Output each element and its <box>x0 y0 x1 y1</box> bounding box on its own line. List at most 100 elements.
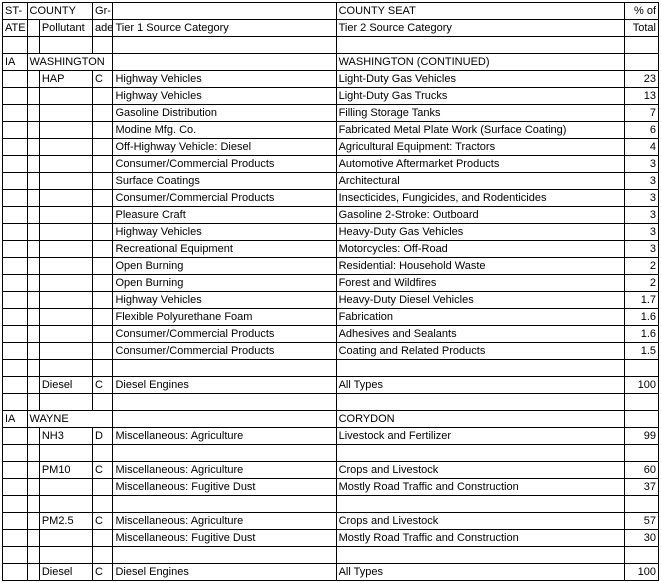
cell: Tier 1 Source Category <box>113 20 336 37</box>
cell <box>39 190 92 207</box>
cell: Consumer/Commercial Products <box>113 190 336 207</box>
cell <box>93 275 113 292</box>
cell <box>3 173 28 190</box>
cell: C <box>93 564 113 581</box>
cell <box>39 309 92 326</box>
cell <box>93 292 113 309</box>
cell: Consumer/Commercial Products <box>113 326 336 343</box>
cell <box>625 394 659 411</box>
cell <box>113 547 336 564</box>
cell <box>39 88 92 105</box>
cell <box>27 360 39 377</box>
cell: 57 <box>625 513 659 530</box>
cell <box>93 496 113 513</box>
cell <box>39 343 92 360</box>
cell <box>39 445 92 462</box>
cell <box>93 547 113 564</box>
cell <box>39 496 92 513</box>
cell <box>93 173 113 190</box>
cell <box>27 513 39 530</box>
cell <box>39 275 92 292</box>
cell: Highway Vehicles <box>113 292 336 309</box>
cell <box>3 207 28 224</box>
cell: Surface Coatings <box>113 173 336 190</box>
cell <box>625 547 659 564</box>
cell: ST- <box>3 3 28 20</box>
cell <box>3 530 28 547</box>
cell <box>113 54 336 71</box>
cell <box>27 71 39 88</box>
cell: Flexible Polyurethane Foam <box>113 309 336 326</box>
cell <box>625 445 659 462</box>
cell: Recreational Equipment <box>113 241 336 258</box>
cell: 3 <box>625 207 659 224</box>
cell: 23 <box>625 71 659 88</box>
cell: D <box>93 428 113 445</box>
cell <box>27 241 39 258</box>
cell <box>27 156 39 173</box>
cell <box>113 3 336 20</box>
cell <box>39 139 92 156</box>
cell: Off-Highway Vehicle: Diesel <box>113 139 336 156</box>
cell <box>113 394 336 411</box>
cell <box>27 309 39 326</box>
cell <box>3 462 28 479</box>
cell: C <box>93 513 113 530</box>
cell: ATE <box>3 20 28 37</box>
cell <box>93 258 113 275</box>
cell: 13 <box>625 88 659 105</box>
cell <box>93 309 113 326</box>
cell: 100 <box>625 377 659 394</box>
cell: Mostly Road Traffic and Construction <box>336 530 625 547</box>
cell <box>27 105 39 122</box>
cell <box>93 190 113 207</box>
cell <box>336 360 625 377</box>
cell <box>3 224 28 241</box>
cell <box>27 224 39 241</box>
cell <box>27 479 39 496</box>
cell <box>27 207 39 224</box>
cell: 2 <box>625 258 659 275</box>
cell: 7 <box>625 105 659 122</box>
cell <box>93 156 113 173</box>
cell <box>27 547 39 564</box>
cell <box>93 139 113 156</box>
cell <box>3 428 28 445</box>
cell <box>27 190 39 207</box>
cell: NH3 <box>39 428 92 445</box>
cell: WASHINGTON (CONTINUED) <box>336 54 625 71</box>
cell: PM2.5 <box>39 513 92 530</box>
cell: Consumer/Commercial Products <box>113 156 336 173</box>
cell <box>3 547 28 564</box>
cell: Automotive Aftermarket Products <box>336 156 625 173</box>
cell <box>39 326 92 343</box>
cell <box>3 241 28 258</box>
cell <box>27 173 39 190</box>
cell: 1.6 <box>625 309 659 326</box>
cell <box>113 411 336 428</box>
cell <box>3 139 28 156</box>
cell <box>39 173 92 190</box>
cell <box>336 496 625 513</box>
cell <box>3 190 28 207</box>
cell <box>3 122 28 139</box>
cell: 1.6 <box>625 326 659 343</box>
cell <box>93 343 113 360</box>
cell <box>39 37 92 54</box>
cell <box>625 54 659 71</box>
cell: Highway Vehicles <box>113 88 336 105</box>
cell: 6 <box>625 122 659 139</box>
cell <box>39 156 92 173</box>
cell <box>3 513 28 530</box>
cell: All Types <box>336 377 625 394</box>
cell <box>113 360 336 377</box>
cell: COUNTY SEAT <box>336 3 625 20</box>
cell: Consumer/Commercial Products <box>113 343 336 360</box>
cell: Highway Vehicles <box>113 224 336 241</box>
cell <box>93 122 113 139</box>
cell: Open Burning <box>113 275 336 292</box>
cell: Motorcycles: Off-Road <box>336 241 625 258</box>
cell <box>27 275 39 292</box>
cell: Light-Duty Gas Trucks <box>336 88 625 105</box>
cell: 3 <box>625 156 659 173</box>
